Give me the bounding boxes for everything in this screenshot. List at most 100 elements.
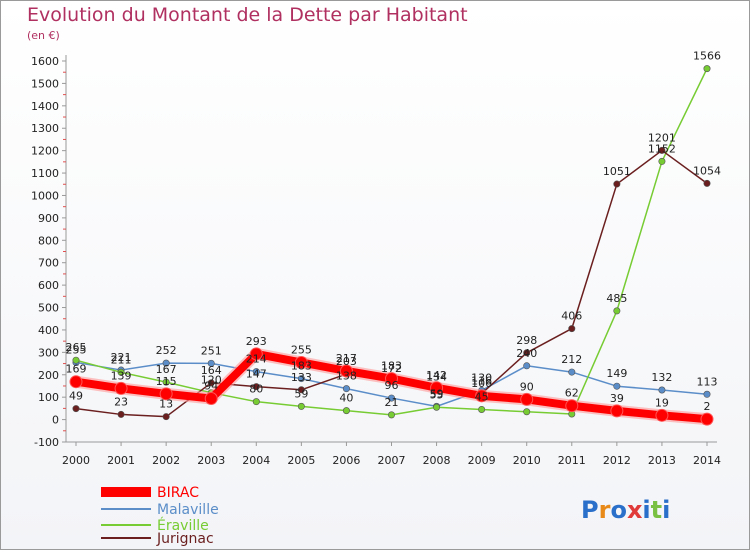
data-point xyxy=(117,368,125,376)
y-tick-label: 1400 xyxy=(31,100,59,113)
data-point xyxy=(385,372,398,386)
data-label: 23 xyxy=(114,395,128,408)
data-point xyxy=(433,403,441,411)
x-tick-label: 2002 xyxy=(152,454,180,467)
data-label: 90 xyxy=(520,380,534,393)
data-label: 251 xyxy=(201,344,222,357)
x-tick-label: 2000 xyxy=(62,454,90,467)
data-label: 252 xyxy=(156,344,177,357)
data-label: 120 xyxy=(201,374,222,387)
data-label: 167 xyxy=(156,363,177,376)
data-point xyxy=(700,412,714,426)
x-tick-label: 2014 xyxy=(693,454,721,467)
data-label: 106 xyxy=(471,377,492,390)
data-point xyxy=(703,179,711,187)
data-label: 13 xyxy=(159,398,173,411)
data-point xyxy=(117,410,125,418)
data-point xyxy=(523,349,531,357)
data-point xyxy=(252,368,260,376)
data-label: 203 xyxy=(336,355,357,368)
data-label: 116 xyxy=(471,375,492,388)
data-point xyxy=(114,381,128,395)
data-point xyxy=(387,394,395,402)
data-point xyxy=(703,65,711,73)
data-label: 255 xyxy=(66,343,87,356)
data-point xyxy=(297,386,305,394)
y-tick-label: 400 xyxy=(38,324,59,337)
data-label: 21 xyxy=(385,396,399,409)
data-point xyxy=(339,364,353,378)
data-label: 147 xyxy=(246,368,267,381)
legend-swatch xyxy=(101,487,151,497)
data-point xyxy=(387,411,395,419)
data-point xyxy=(658,157,666,165)
y-tick-label: 800 xyxy=(38,234,59,247)
proxiti-logo: Proxiti xyxy=(581,496,670,524)
x-tick-label: 2008 xyxy=(423,454,451,467)
data-point xyxy=(162,413,170,421)
data-label: 183 xyxy=(291,360,312,373)
data-point xyxy=(565,399,579,413)
data-label: 172 xyxy=(381,362,402,375)
data-label: 1152 xyxy=(648,142,676,155)
y-tick-label: 1100 xyxy=(31,167,59,180)
data-point xyxy=(207,379,215,387)
data-label: 94 xyxy=(204,380,218,393)
data-label: 138 xyxy=(336,370,357,383)
x-tick-label: 2003 xyxy=(197,454,225,467)
data-point xyxy=(204,392,218,406)
data-label: 130 xyxy=(471,371,492,384)
data-point xyxy=(69,375,83,389)
data-point xyxy=(523,362,531,370)
y-tick-label: 600 xyxy=(38,279,59,292)
data-label: 132 xyxy=(651,371,672,384)
data-label: 40 xyxy=(339,392,353,405)
data-label: 115 xyxy=(156,375,177,388)
data-label: 265 xyxy=(66,341,87,354)
x-tick-label: 2010 xyxy=(513,454,541,467)
data-label: 59 xyxy=(430,387,444,400)
data-label: 406 xyxy=(561,310,582,323)
data-point xyxy=(342,407,350,415)
x-tick-label: 2013 xyxy=(648,454,676,467)
data-point xyxy=(72,356,80,364)
data-point xyxy=(162,378,170,386)
y-tick-label: -100 xyxy=(34,436,59,449)
data-label: 214 xyxy=(246,353,267,366)
data-label: 39 xyxy=(610,392,624,405)
y-tick-label: 100 xyxy=(38,391,59,404)
chart-title: Evolution du Montant de la Dette par Hab… xyxy=(27,4,468,26)
y-tick-label: 500 xyxy=(38,302,59,315)
data-point xyxy=(294,355,308,369)
data-label: 19 xyxy=(655,396,669,409)
data-label: 96 xyxy=(385,379,399,392)
data-point xyxy=(658,146,666,154)
y-tick-label: 200 xyxy=(38,369,59,382)
data-point xyxy=(658,386,666,394)
data-point xyxy=(252,398,260,406)
data-label: 2 xyxy=(704,400,711,413)
data-point xyxy=(520,392,534,406)
data-label: 133 xyxy=(291,371,312,384)
x-tick-label: 2004 xyxy=(242,454,270,467)
data-label: 62 xyxy=(565,387,579,400)
data-point xyxy=(703,390,711,398)
data-point xyxy=(478,406,486,414)
x-tick-label: 2011 xyxy=(558,454,586,467)
data-point xyxy=(655,408,669,422)
data-label: 142 xyxy=(426,369,447,382)
data-point xyxy=(568,325,576,333)
data-label: 1054 xyxy=(693,164,721,177)
data-label: 212 xyxy=(561,353,582,366)
data-label: 139 xyxy=(111,369,132,382)
data-point xyxy=(207,359,215,367)
y-tick-label: 300 xyxy=(38,346,59,359)
y-tick-label: 700 xyxy=(38,257,59,270)
x-tick-label: 2001 xyxy=(107,454,135,467)
data-label: 183 xyxy=(381,360,402,373)
data-point xyxy=(252,383,260,391)
y-tick-label: 900 xyxy=(38,212,59,225)
data-label: 293 xyxy=(246,335,267,348)
data-label: 113 xyxy=(697,375,718,388)
data-label: 80 xyxy=(249,383,263,396)
